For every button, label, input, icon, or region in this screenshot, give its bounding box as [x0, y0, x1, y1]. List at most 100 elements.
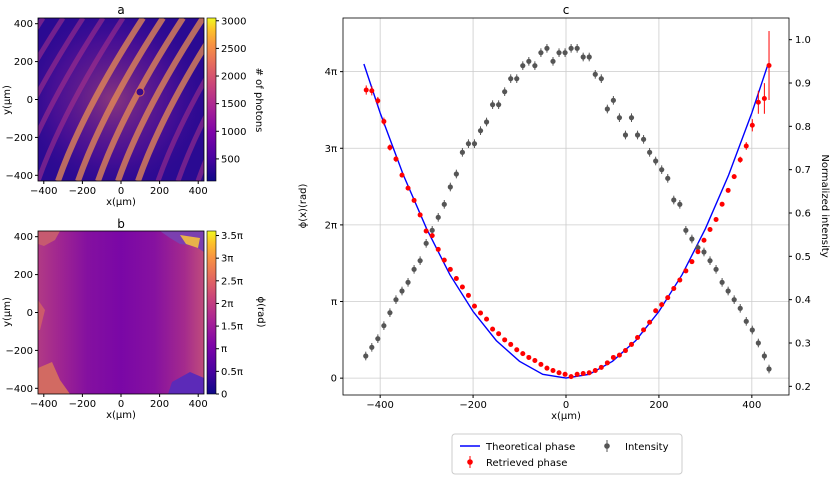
x-tick-label: −200 [69, 399, 96, 410]
y-tick-label: −200 [6, 133, 33, 144]
intensity-point [604, 106, 610, 112]
fringe-band [38, 18, 106, 139]
intensity-point [701, 249, 707, 255]
legend-intensity-entry: Intensity [604, 440, 669, 453]
retrieved-phase-point [417, 212, 423, 218]
retrieved-phase-point [538, 361, 544, 367]
intensity-point [550, 58, 556, 64]
retrieved-phase-point [453, 276, 459, 282]
intensity-point [435, 214, 441, 220]
intensity-point [731, 297, 737, 303]
colorbar-tick-label: 3.5π [221, 231, 243, 242]
retrieved-phase-point [671, 285, 677, 291]
retrieved-phase-point [580, 371, 586, 377]
legend-intensity-marker [604, 443, 610, 449]
retrieved-phase-point [441, 257, 447, 263]
retrieved-phase-point [459, 284, 465, 290]
panel-b-title: b [117, 217, 125, 231]
intensity-point [622, 132, 629, 138]
colorbar-tick-label: 500 [221, 154, 240, 165]
retrieved-phase-point [677, 277, 683, 283]
colorbar-tick-label: 2π [221, 299, 233, 310]
colorbar-tick-label: 2500 [221, 44, 246, 55]
y-tick-label: 0 [27, 95, 33, 106]
y-tick-label: −400 [6, 384, 33, 395]
x-tick-label: −200 [459, 400, 486, 411]
legend-retrieved-entry: Retrieved phase [467, 456, 567, 469]
retrieved-phase-point [713, 217, 719, 223]
fringe-band [175, 114, 204, 181]
retrieved-phase-point [707, 226, 713, 232]
intensity-point [477, 128, 484, 134]
retrieved-phase-point [375, 98, 381, 104]
intensity-point [634, 132, 641, 138]
y-tick-label: 400 [14, 232, 33, 243]
panel-b-colorbar [206, 230, 217, 395]
retrieved-phase-point [393, 156, 399, 162]
retrieved-phase-point [447, 266, 453, 272]
intensity-point [538, 50, 544, 56]
x-tick-label: −400 [30, 399, 57, 410]
y2-tick-label: 0.2 [795, 382, 811, 393]
retrieved-phase-point [731, 174, 737, 180]
retrieved-phase-point [641, 327, 647, 333]
intensity-point [689, 236, 695, 242]
intensity-point [665, 175, 671, 181]
fringe-band [38, 18, 126, 181]
intensity-point [411, 266, 417, 272]
x-tick-label: 400 [189, 186, 208, 197]
intensity-point [447, 184, 453, 190]
colorbar-tick-label: 1000 [221, 127, 246, 138]
intensity-point [574, 45, 580, 51]
intensity-point [544, 45, 550, 51]
intensity-point [598, 76, 604, 82]
fringe-band [135, 42, 204, 181]
colorbar-tick-label: 2.5π [221, 276, 243, 287]
legend-theoretical-entry: Theoretical phase [460, 442, 575, 453]
intensity-point [471, 141, 478, 147]
intensity-point [695, 245, 701, 251]
y2-tick-label: 0.7 [795, 165, 811, 176]
retrieved-phase-point [622, 348, 628, 354]
retrieved-phase-point [405, 185, 411, 191]
y2-tick-label: 0.5 [795, 252, 811, 263]
retrieved-phase-point [369, 88, 375, 94]
retrieved-phase-point [766, 63, 772, 69]
intensity-point [417, 258, 423, 264]
intensity-point [465, 141, 472, 147]
intensity-point [725, 288, 731, 294]
intensity-point [610, 97, 616, 103]
legend-retrieved-marker [467, 459, 473, 465]
intensity-point [766, 366, 772, 372]
panel-a-heatmap [38, 18, 204, 181]
y-tick-label: π [331, 297, 337, 308]
y2-tick-label: 0.3 [795, 339, 811, 350]
legend: Theoretical phase Retrieved phase Intens… [451, 433, 683, 475]
x-tick-label: 0 [118, 186, 124, 197]
colorbar-tick-label: 1500 [221, 99, 246, 110]
intensity-point [375, 336, 381, 342]
colorbar-tick-label: 1.5π [221, 322, 243, 333]
x-tick-label: −200 [69, 186, 96, 197]
intensity-point [743, 318, 749, 324]
intensity-point [429, 227, 435, 233]
intensity-point [737, 305, 743, 311]
panel-c-xlabel: x(μm) [551, 411, 581, 422]
legend-theoretical-label: Theoretical phase [485, 442, 575, 453]
fringe-band [38, 18, 86, 99]
retrieved-phase-point [399, 172, 405, 178]
y-tick-label: −200 [6, 346, 33, 357]
retrieved-phase-point [478, 310, 484, 316]
y-tick-label: 200 [14, 57, 33, 68]
panel-b-xlabel: x(μm) [106, 410, 136, 421]
fringe-band [115, 18, 204, 181]
retrieved-phase-point [629, 341, 635, 347]
retrieved-phase-point [616, 352, 622, 358]
intensity-point [755, 340, 761, 346]
y2-tick-label: 0.4 [795, 295, 811, 306]
y2-tick-label: 0.9 [795, 79, 811, 90]
retrieved-phase-point [653, 308, 659, 314]
legend-intensity-label: Intensity [625, 442, 669, 453]
